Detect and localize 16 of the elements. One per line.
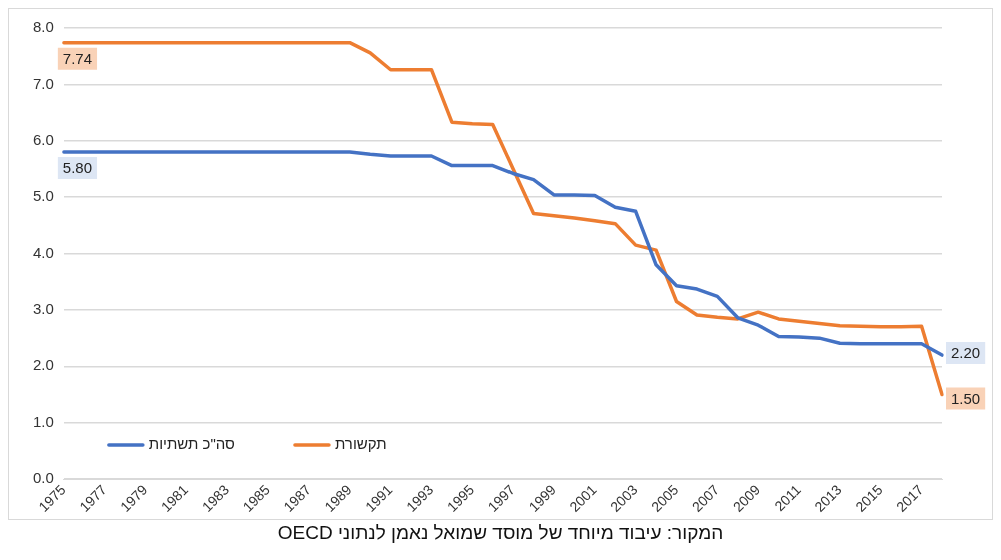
legend-label: תקשורת bbox=[334, 435, 387, 453]
y-tick-label: 2.0 bbox=[32, 356, 54, 374]
legend-label: סה"כ תשתיות bbox=[148, 435, 236, 453]
data-label: 7.74 bbox=[62, 49, 93, 67]
text: המקור: עיבוד מיוחד של מוסד שמואל נאמן לנתוני OECD bbox=[276, 522, 725, 544]
y-tick-label: 8.0 bbox=[32, 18, 54, 36]
data-label: 2.20 bbox=[951, 344, 981, 362]
data-label: 5.80 bbox=[62, 159, 93, 177]
y-tick-label: 5.0 bbox=[32, 187, 54, 205]
y-tick-label: 4.0 bbox=[32, 243, 54, 261]
y-tick-label: 6.0 bbox=[32, 130, 54, 148]
y-tick-label: 7.0 bbox=[32, 74, 54, 92]
y-tick-label: 0.0 bbox=[32, 469, 54, 487]
y-tick-label: 1.0 bbox=[32, 412, 54, 430]
y-tick-label: 3.0 bbox=[32, 300, 54, 318]
data-label: 1.50 bbox=[951, 389, 981, 407]
